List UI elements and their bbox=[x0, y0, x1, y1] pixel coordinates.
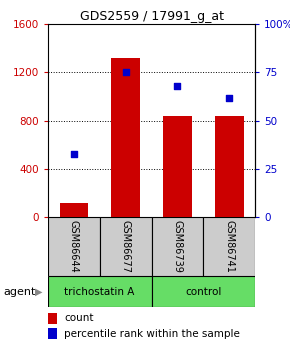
Bar bbox=[203, 217, 255, 276]
Text: GSM86644: GSM86644 bbox=[69, 220, 79, 273]
Text: agent: agent bbox=[3, 287, 35, 296]
Text: count: count bbox=[64, 313, 94, 323]
Bar bbox=[48, 328, 57, 339]
Bar bbox=[59, 203, 88, 217]
Text: trichostatin A: trichostatin A bbox=[64, 287, 135, 296]
Text: control: control bbox=[185, 287, 222, 296]
Bar bbox=[111, 58, 140, 217]
Title: GDS2559 / 17991_g_at: GDS2559 / 17991_g_at bbox=[79, 10, 224, 23]
Bar bbox=[163, 116, 192, 217]
Bar bbox=[48, 217, 100, 276]
Point bbox=[175, 83, 180, 89]
Point bbox=[227, 95, 232, 100]
Bar bbox=[100, 217, 151, 276]
Bar bbox=[48, 276, 151, 307]
Bar bbox=[48, 313, 57, 324]
Text: GSM86677: GSM86677 bbox=[121, 220, 130, 273]
Text: GSM86741: GSM86741 bbox=[224, 220, 234, 273]
Bar bbox=[151, 276, 255, 307]
Text: ▶: ▶ bbox=[35, 287, 43, 296]
Bar bbox=[215, 116, 244, 217]
Text: GSM86739: GSM86739 bbox=[173, 220, 182, 273]
Point bbox=[71, 151, 76, 156]
Bar bbox=[151, 217, 203, 276]
Point bbox=[123, 70, 128, 75]
Text: percentile rank within the sample: percentile rank within the sample bbox=[64, 329, 240, 339]
